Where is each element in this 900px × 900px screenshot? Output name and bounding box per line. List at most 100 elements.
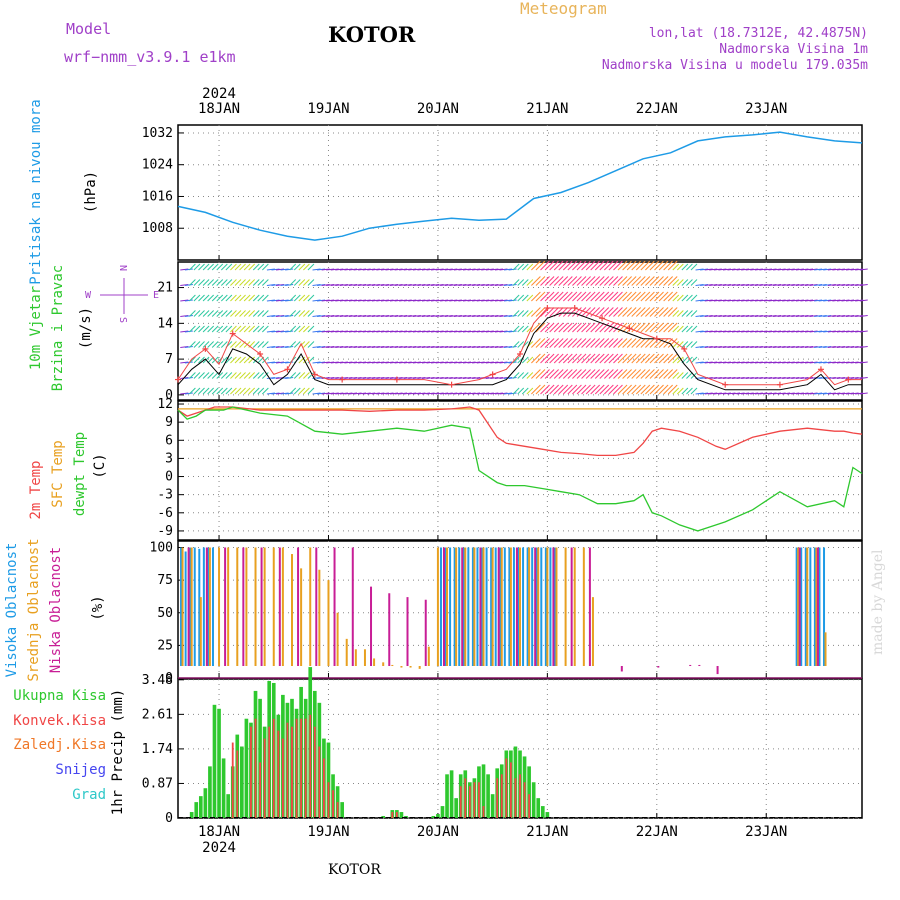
meteogram-title: Meteogram xyxy=(520,0,607,18)
conv-precip-bar xyxy=(500,774,503,818)
ytick-label-clouds: 75 xyxy=(157,573,173,588)
ytick-label-temperature: 9 xyxy=(165,415,173,430)
low-cloud-axis-title: Niska Oblacnost xyxy=(48,547,64,673)
temp-units: (C) xyxy=(92,453,108,478)
precip-units: 1hr Precip (mm) xyxy=(110,689,126,815)
total-precip-bar xyxy=(217,708,221,818)
conv-precip-bar xyxy=(254,718,257,818)
year-label-bottom: 2024 xyxy=(202,840,236,856)
pressure-units: (hPa) xyxy=(83,171,99,213)
x-label-top: 22JAN xyxy=(636,101,678,117)
total-precip-bar xyxy=(454,798,458,818)
x-label-bottom: 21JAN xyxy=(526,824,568,840)
conv-precip-bar xyxy=(272,718,275,818)
conv-precip-bar xyxy=(332,790,334,818)
total-precip-bar xyxy=(189,812,194,818)
model-altitude-label: Nadmorska Visina u modelu 179.035m xyxy=(601,58,868,73)
total-precip-bar xyxy=(221,758,226,818)
total-precip-bar xyxy=(381,816,386,818)
total-precip-bar xyxy=(240,746,244,818)
altitude-label: Nadmorska Visina 1m xyxy=(719,42,868,57)
conv-precip-bar xyxy=(259,762,261,818)
conv-precip-bar xyxy=(514,778,517,818)
total-precip-bar xyxy=(203,788,208,818)
conv-precip-bar xyxy=(318,746,321,818)
mid-cloud-axis-title: Srednja Oblacnost xyxy=(26,538,42,681)
total-precip-bar xyxy=(449,770,454,818)
model-label: Model xyxy=(66,20,112,38)
total-precip-bar xyxy=(440,806,445,818)
x-label-top: 21JAN xyxy=(526,101,568,117)
conv-precip-bar xyxy=(236,750,239,818)
conv-precip-bar xyxy=(528,794,531,818)
wind-barbs xyxy=(180,260,868,395)
ytick-label-precipitation: 0 xyxy=(165,811,173,826)
high-cloud-axis-title: Visoka Oblacnost xyxy=(4,543,20,678)
precip-legend-item: Konvek.Kisa xyxy=(13,713,106,729)
ytick-label-pressure: 1016 xyxy=(142,189,173,204)
ytick-label-precipitation: 3.48 xyxy=(142,673,173,688)
ytick-label-pressure: 1024 xyxy=(142,158,173,173)
conv-precip-bar xyxy=(496,778,499,818)
total-precip-bar xyxy=(445,774,449,818)
ytick-label-temperature: 12 xyxy=(157,397,173,412)
x-label-bottom: 23JAN xyxy=(745,824,787,840)
total-precip-bar xyxy=(431,816,436,818)
total-precip-bar xyxy=(490,794,495,818)
panel-frame-pressure xyxy=(177,124,863,261)
total-precip-bar xyxy=(527,766,531,818)
total-precip-bar xyxy=(326,742,331,818)
ytick-label-precipitation: 0.87 xyxy=(142,776,173,791)
conv-precip-bar xyxy=(519,774,521,818)
ytick-label-clouds: 100 xyxy=(150,541,173,556)
total-precip-bar xyxy=(258,698,262,818)
total-precip-bar xyxy=(536,798,541,818)
precip-legend-item: Zaledj.Kisa xyxy=(13,737,106,753)
ytick-label-wind: 21 xyxy=(157,281,173,296)
total-precip-bar xyxy=(198,796,203,818)
x-label-top: 20JAN xyxy=(417,101,459,117)
conv-precip-bar xyxy=(300,718,303,818)
x-label-bottom: 22JAN xyxy=(636,824,678,840)
conv-precip-bar xyxy=(327,782,330,818)
ytick-label-clouds: 50 xyxy=(157,606,173,621)
total-precip-bar xyxy=(208,766,212,818)
conv-precip-bar xyxy=(464,778,467,818)
conv-precip-bar xyxy=(277,730,280,818)
compass-w: W xyxy=(85,290,92,301)
wind-axis-title: 10m Vjetar xyxy=(28,286,44,370)
conv-precip-bar xyxy=(304,718,307,818)
conv-precip-bar xyxy=(281,738,284,818)
temp-axis-title: 2m Temp xyxy=(28,460,44,519)
x-label-top: 18JAN xyxy=(198,101,240,117)
conv-precip-bar xyxy=(250,726,252,818)
conv-precip-bar xyxy=(268,726,271,818)
pressure-line xyxy=(177,131,863,241)
pressure-axis-title: Pritisak na nivou mora xyxy=(28,99,44,284)
conv-precip-bar xyxy=(459,786,462,818)
conv-precip-bar xyxy=(478,782,480,818)
conv-precip-bar xyxy=(313,726,316,818)
precip-legend-item: Ukupna Kisa xyxy=(13,688,106,704)
x-label-top: 23JAN xyxy=(745,101,787,117)
total-precip-bar xyxy=(436,814,440,818)
conv-precip-bar xyxy=(263,738,266,818)
ytick-label-pressure: 1008 xyxy=(142,221,173,236)
conv-precip-bar xyxy=(509,762,512,818)
ytick-label-temperature: -6 xyxy=(157,506,173,521)
model-name: wrf−nmm_v3.9.1 e1km xyxy=(64,48,236,66)
precip-legend-item: Snijeg xyxy=(55,762,106,778)
ytick-label-wind: 14 xyxy=(157,316,173,331)
x-label-bottom: 18JAN xyxy=(198,824,240,840)
x-label-bottom: 20JAN xyxy=(417,824,459,840)
conv-precip-bar xyxy=(482,806,485,818)
year-label-top: 2024 xyxy=(202,86,236,102)
total-precip-bar xyxy=(194,802,199,818)
total-precip-bar xyxy=(531,782,536,818)
compass-e: E xyxy=(153,290,159,301)
city-title: KOTOR xyxy=(328,22,416,47)
conv-precip-bar xyxy=(473,782,476,818)
x-label-bottom: 19JAN xyxy=(307,824,349,840)
ytick-label-temperature: -9 xyxy=(157,524,173,539)
